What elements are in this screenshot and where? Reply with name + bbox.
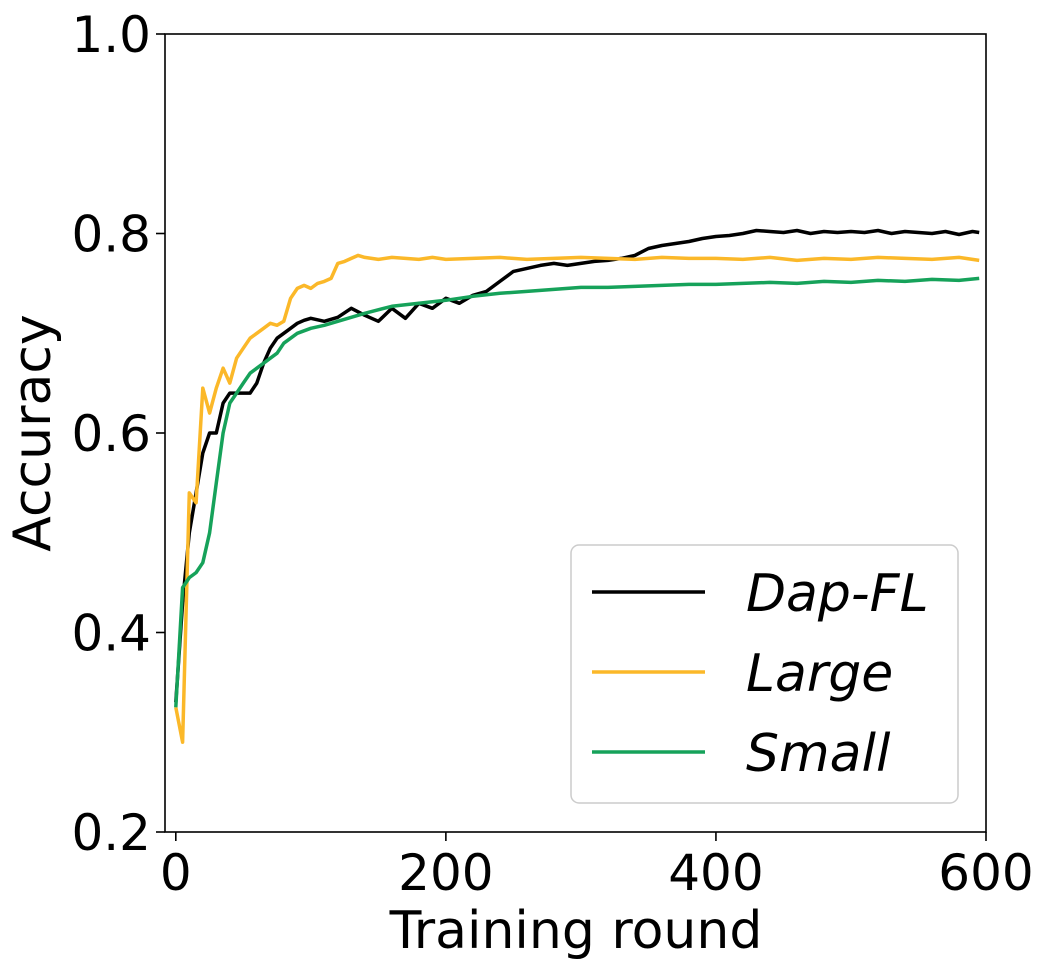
x-tick-label: 200: [398, 844, 493, 902]
series-line-dap-fl: [174, 228, 980, 703]
y-axis-label: Accuracy: [3, 314, 63, 551]
series-line-large: [174, 253, 980, 744]
legend: Dap-FL Large Small: [570, 544, 959, 804]
y-tick-label: 0.6: [71, 405, 151, 463]
x-tick-label: 600: [938, 844, 1033, 902]
x-tick-label: 0: [160, 844, 192, 902]
legend-label-dap-fl: Dap-FL: [746, 564, 929, 624]
ticks-layer: 0 200 400 600 0.2 0.4 0.6 0.8 1.0: [71, 6, 1033, 902]
y-tick-label: 0.2: [71, 804, 151, 862]
legend-label-small: Small: [746, 724, 891, 784]
series-layer: [174, 228, 980, 744]
x-tick-label: 400: [668, 844, 763, 902]
legend-box: [570, 544, 959, 804]
y-tick-label: 1.0: [71, 6, 151, 64]
y-tick-label: 0.8: [71, 206, 151, 264]
legend-label-large: Large: [746, 644, 893, 704]
x-axis-label: Training round: [389, 901, 763, 961]
series-line-small: [174, 276, 980, 708]
y-tick-label: 0.4: [71, 605, 151, 663]
